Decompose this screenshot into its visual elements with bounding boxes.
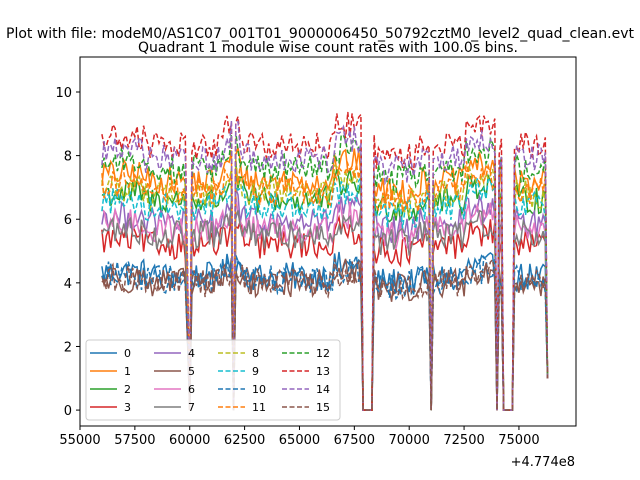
x-tick-label: 67500	[334, 433, 375, 448]
series-line-12	[101, 132, 549, 411]
y-tick-label: 2	[64, 340, 72, 355]
figure-suptitle: Plot with file: modeM0/AS1C07_001T01_900…	[6, 26, 634, 42]
legend-label-14: 14	[316, 383, 330, 396]
y-axis: 0 2 4 6 8 10	[55, 86, 80, 419]
x-tick-label: 65000	[279, 433, 320, 448]
series-line-3	[101, 214, 549, 411]
y-tick-label: 0	[64, 404, 72, 419]
x-tick-label: 55000	[59, 433, 100, 448]
legend-label-0: 0	[124, 347, 131, 360]
series-line-11	[101, 161, 549, 411]
legend-label-1: 1	[124, 365, 131, 378]
legend-label-10: 10	[252, 383, 266, 396]
legend-label-8: 8	[252, 347, 259, 360]
series-line-2	[101, 162, 549, 411]
series-layer	[101, 111, 549, 411]
legend-label-6: 6	[188, 383, 195, 396]
legend-label-13: 13	[316, 365, 330, 378]
y-tick-label: 6	[64, 213, 72, 228]
x-tick-label: 70000	[389, 433, 430, 448]
x-offset-label: +4.774e8	[511, 455, 575, 470]
x-tick-label: 57500	[114, 433, 155, 448]
legend-label-2: 2	[124, 383, 131, 396]
x-tick-label: 62500	[224, 433, 265, 448]
legend-label-11: 11	[252, 401, 266, 414]
legend-label-7: 7	[188, 401, 195, 414]
x-axis: 55000 57500 60000 62500 65000 67500 70000 72500…	[59, 426, 540, 448]
plot-area-frame	[79, 56, 577, 427]
y-tick-label: 10	[55, 86, 72, 101]
y-tick-label: 8	[64, 150, 72, 165]
legend-label-3: 3	[124, 401, 131, 414]
y-tick-label: 4	[64, 277, 72, 292]
legend-label-9: 9	[252, 365, 259, 378]
legend-box	[85, 339, 341, 421]
x-tick-label: 72500	[443, 433, 484, 448]
x-tick-label: 60000	[169, 433, 210, 448]
series-line-15	[101, 258, 549, 411]
legend-label-12: 12	[316, 347, 330, 360]
series-line-7	[101, 201, 549, 411]
series-line-14	[101, 120, 549, 411]
series-line-9	[101, 175, 549, 411]
chart-title: Quadrant 1 module wise count rates with …	[138, 40, 518, 56]
legend-label-15: 15	[316, 401, 330, 414]
x-tick-label: 75000	[498, 433, 539, 448]
legend-label-4: 4	[188, 347, 195, 360]
legend-label-5: 5	[188, 365, 195, 378]
series-line-8	[101, 158, 549, 411]
